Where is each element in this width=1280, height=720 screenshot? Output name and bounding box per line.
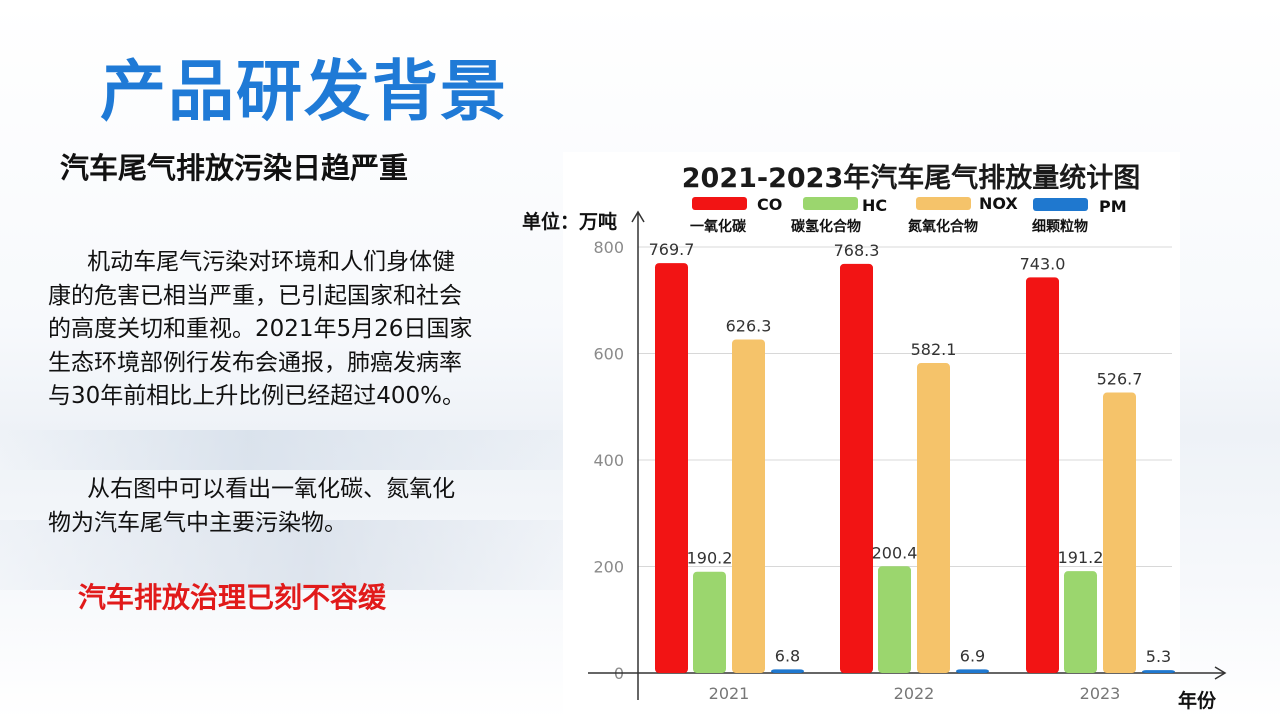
y-axis-unit-label: 单位：万吨: [522, 211, 618, 233]
section-subtitle: 汽车尾气排放污染日趋严重: [60, 151, 409, 185]
legend-label-pm: PM: [1099, 197, 1127, 216]
bar-pm-2021: [771, 669, 804, 673]
data-label-co-2022: 768.3: [834, 241, 880, 260]
bar-nox-2022: [917, 363, 950, 673]
x-axis-arrow: [1214, 666, 1227, 680]
y-tick-label: 600: [593, 345, 624, 364]
chart-title: 2021-2023年汽车尾气排放量统计图: [682, 162, 1141, 194]
x-tick-label: 2023: [1080, 684, 1121, 703]
urgent-callout: 汽车排放治理已刻不容缓: [78, 581, 387, 614]
y-tick-label: 200: [593, 558, 624, 577]
bar-nox-2021: [732, 339, 765, 673]
legend-label-hc: HC: [862, 196, 887, 215]
data-label-nox-2021: 626.3: [726, 316, 772, 335]
y-tick-label: 800: [593, 238, 624, 257]
data-label-hc-2022: 200.4: [872, 543, 918, 562]
x-tick-label: 2021: [709, 684, 750, 703]
bar-hc-2023: [1064, 571, 1097, 673]
bar-hc-2021: [693, 571, 726, 673]
data-label-co-2021: 769.7: [649, 240, 695, 259]
data-label-co-2023: 743.0: [1020, 254, 1066, 273]
bar-pm-2023: [1142, 670, 1175, 673]
x-axis-label: 年份: [1178, 690, 1217, 712]
legend-swatch-hc: [803, 197, 858, 210]
x-tick-label: 2022: [894, 684, 935, 703]
legend-label-nox: NOX: [979, 194, 1018, 213]
y-tick-label: 400: [593, 451, 624, 470]
bar-co-2023: [1026, 277, 1059, 673]
bar-co-2022: [840, 263, 873, 673]
data-label-pm-2022: 6.9: [960, 646, 985, 665]
bar-nox-2023: [1103, 392, 1136, 673]
legend-label-co: CO: [757, 195, 782, 214]
data-label-pm-2023: 5.3: [1146, 647, 1171, 666]
legend-sublabel-co: 一氧化碳: [690, 218, 747, 235]
legend-swatch-pm: [1033, 198, 1088, 211]
body-paragraph-1: 机动车尾气污染对环境和人们身体健康的危害已相当严重，已引起国家和社会的高度关切和…: [48, 249, 473, 409]
data-label-nox-2022: 582.1: [911, 340, 957, 359]
legend-swatch-nox: [916, 197, 971, 210]
legend-swatch-co: [692, 197, 747, 210]
bar-pm-2022: [956, 669, 989, 673]
bar-co-2021: [655, 263, 688, 673]
legend-sublabel-pm: 细颗粒物: [1032, 218, 1088, 235]
body-paragraph-2: 从右图中可以看出一氧化碳、氮氧化物为汽车尾气中主要污染物。: [48, 476, 456, 536]
data-label-hc-2023: 191.2: [1058, 548, 1104, 567]
y-axis-arrow: [631, 210, 645, 223]
data-label-nox-2023: 526.7: [1097, 370, 1143, 389]
legend-sublabel-nox: 氮氧化合物: [907, 218, 978, 235]
data-label-pm-2021: 6.8: [775, 646, 800, 665]
legend-sublabel-hc: 碳氢化合物: [791, 218, 861, 235]
bar-hc-2022: [878, 566, 911, 673]
page-title: 产品研发背景: [100, 53, 508, 130]
data-label-hc-2021: 190.2: [687, 549, 733, 568]
